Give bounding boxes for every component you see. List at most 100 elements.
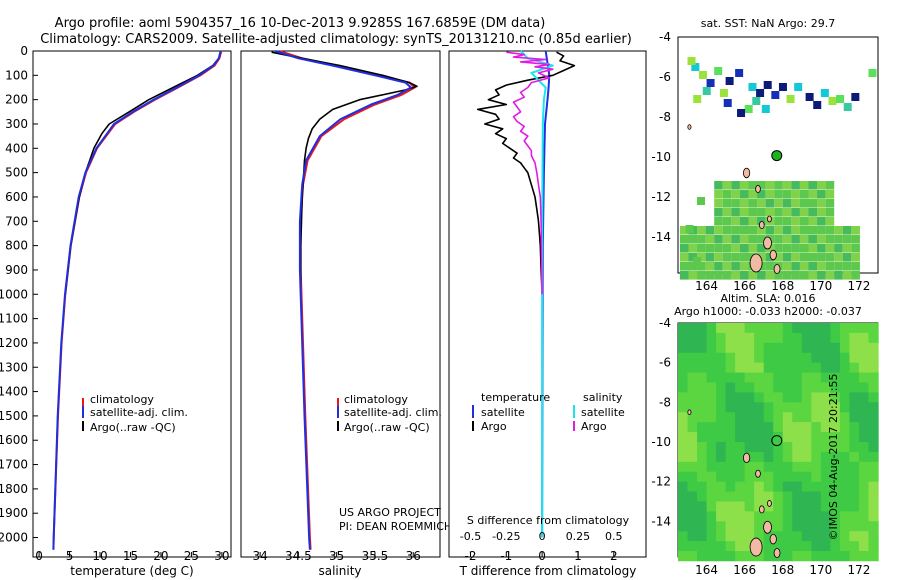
sst-cell (808, 244, 818, 253)
sst-cell (756, 89, 765, 97)
sla-cell (744, 392, 755, 403)
sla-cell (678, 521, 689, 532)
depth-tick-label: 1300 (0, 360, 28, 374)
sla-cell (706, 501, 717, 512)
sst-cell (799, 235, 809, 244)
sla-cell (763, 362, 774, 373)
sla-cell (849, 323, 860, 334)
sla-cell (811, 441, 822, 453)
salinity-tick-label: 34 (252, 549, 267, 563)
sla-cell (735, 551, 746, 562)
sla-cell (725, 441, 736, 453)
sla-cell (839, 332, 851, 344)
sla-cell (678, 362, 689, 373)
sst-cell (799, 244, 809, 253)
sla-cell (811, 342, 822, 354)
sla-cell (830, 382, 841, 393)
sla-cell (868, 451, 879, 463)
sla-cell (697, 441, 708, 453)
sla-cell (839, 432, 851, 443)
sla-cell (725, 521, 736, 532)
sst-cell (693, 257, 702, 265)
sla-cell (706, 511, 717, 522)
sla-cell (782, 531, 793, 542)
sla-cell (754, 521, 765, 532)
salinity-x-axis: 34 34.5 35 35.5 36 (252, 549, 420, 563)
sla-cell (744, 551, 755, 562)
depth-tick-label: 200 (5, 93, 28, 107)
sla-cell (792, 332, 803, 344)
sla-cell (706, 461, 717, 473)
sst-cell (808, 235, 818, 244)
sst-cell (825, 208, 835, 217)
sst-cell (817, 271, 826, 280)
sla-cell (839, 531, 851, 542)
sst-cell (722, 190, 732, 199)
sst-cell (825, 271, 835, 280)
depth-tick-label: 900 (5, 263, 28, 277)
sla-cell (801, 323, 813, 334)
sla-cell (763, 323, 774, 334)
sst-cell (722, 181, 732, 190)
sst-cell (842, 271, 852, 280)
sla-cell (801, 412, 813, 423)
sst-cell (825, 262, 835, 271)
sla-cell (820, 551, 832, 562)
sla-cell (820, 461, 832, 473)
sst-cell (687, 57, 696, 65)
island-icon (773, 264, 781, 274)
sla-cell (782, 412, 793, 423)
sla-cell (706, 541, 717, 552)
longitude-tick-label: 170 (809, 563, 832, 577)
sla-cell (782, 521, 793, 532)
depth-tick-label: 800 (5, 239, 28, 253)
legend-label-t-argo: Argo (481, 420, 507, 433)
sla-cell (754, 372, 765, 383)
sla-cell (716, 491, 727, 502)
sla-cell (697, 342, 708, 354)
sst-cell (731, 208, 740, 217)
sla-cell (735, 481, 746, 492)
sla-cell (725, 412, 736, 423)
sla-cell (678, 372, 689, 383)
sst-cell (691, 63, 700, 71)
sla-cell (773, 412, 784, 423)
sst-cell (739, 253, 749, 262)
sla-cell (849, 521, 860, 532)
sla-cell (687, 461, 698, 473)
sst-cell (817, 244, 826, 253)
sla-cell (725, 461, 736, 473)
sla-cell (811, 541, 822, 552)
sla-cell (697, 402, 708, 413)
sst-cell (685, 225, 694, 233)
argo-position-marker (771, 150, 783, 162)
sla-cell (849, 432, 860, 443)
sla-cell (773, 521, 784, 532)
sla-cell (716, 481, 727, 492)
sst-cell (705, 235, 715, 244)
sla-cell (697, 392, 708, 403)
sst-cell (782, 271, 792, 280)
sla-cell (678, 422, 689, 433)
sst-cell (794, 83, 803, 91)
sla-cell (763, 332, 774, 344)
sla-cell (858, 511, 870, 522)
sla-cell (697, 481, 708, 492)
sst-cell (808, 181, 818, 190)
longitude-tick-label: 166 (733, 563, 756, 577)
sst-cell (705, 244, 715, 253)
sla-cell (801, 471, 813, 482)
sla-cell (763, 382, 774, 393)
depth-tick-label: 600 (5, 190, 28, 204)
sla-cell (735, 382, 746, 393)
sst-cell (722, 262, 732, 271)
sst-cell (748, 244, 758, 253)
sla-cell (868, 392, 879, 403)
sla-cell (725, 362, 736, 373)
sla-cell (716, 511, 727, 522)
sla-cell (687, 372, 698, 383)
sla-cell (868, 362, 879, 373)
sla-cell (792, 481, 803, 492)
legend-label-climatology: climatology (90, 393, 154, 406)
sla-cell (820, 451, 832, 463)
